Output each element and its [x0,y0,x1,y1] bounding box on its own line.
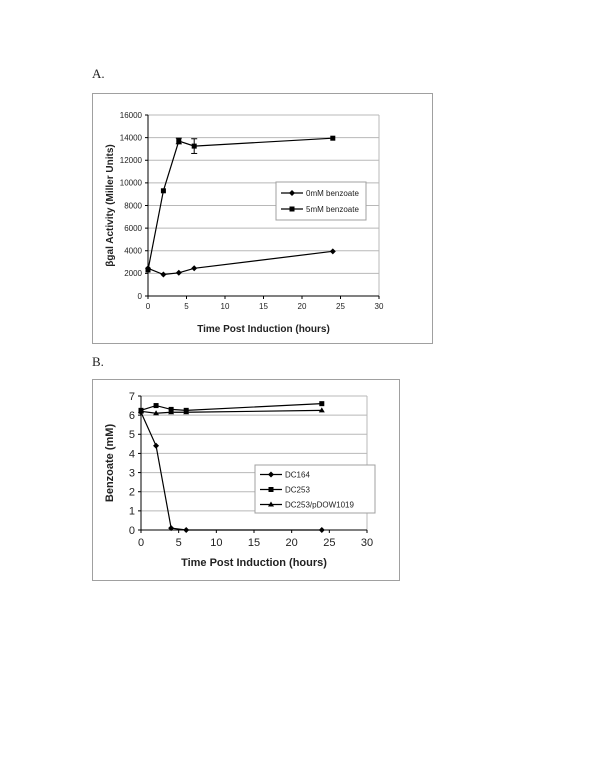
x-tick-label: 25 [323,537,335,549]
diamond-marker [318,527,325,533]
diamond-marker [191,265,198,272]
series-line [147,250,333,276]
y-tick-label: 4 [129,448,135,460]
square-marker [153,403,159,409]
y-tick-label: 10000 [120,179,143,188]
legend-label: DC253/pDOW1019 [285,500,354,509]
square-marker [330,135,336,141]
triangle-marker [318,407,325,413]
diamond-marker [175,269,182,276]
y-tick-label: 2000 [124,269,142,278]
y-tick-label: 0 [138,292,143,301]
x-tick-label: 30 [375,302,384,311]
square-marker [268,487,274,492]
x-tick-label: 25 [336,302,345,311]
square-marker [176,138,182,144]
diamond-marker [168,525,175,532]
x-tick-label: 0 [138,537,144,549]
y-tick-label: 1 [129,506,135,518]
y-tick-label: 12000 [120,156,143,165]
chart-a-frame: 0 2000 4000 6000 8000 10000 12000 14000 16000 0 5 1… [92,93,433,344]
y-tick-label: 16000 [120,111,143,120]
x-tick-label: 30 [361,537,373,549]
square-marker [160,188,166,194]
x-tick-label: 5 [184,302,189,311]
legend-box [275,181,367,221]
x-tick-label: 5 [176,537,182,549]
y-tick-label: 3 [129,467,135,479]
x-axis-title: Time Post Induction (hours) [181,557,327,569]
triangle-marker [168,409,175,415]
y-tick-label: 5 [129,429,135,441]
triangle-marker [153,410,160,416]
panel-label-b: B. [92,354,104,369]
square-marker [191,143,197,149]
diamond-marker [183,527,190,533]
triangle-marker [138,408,144,414]
square-marker [145,267,151,273]
square-marker [289,206,295,212]
chart-b-frame: 0 1 2 3 4 5 6 7 0 5 10 15 20 25 30 Time Post Induction … [92,379,400,581]
legend-label: 5mM benzoate [306,205,359,214]
x-tick-label: 15 [259,302,268,311]
diamond-marker [160,271,167,278]
series-line [140,409,322,414]
x-tick-label: 20 [286,537,298,549]
y-tick-label: 7 [129,391,135,403]
x-tick-label: 0 [146,302,151,311]
diamond-marker [268,471,274,478]
series-dc253-pdow1019 [138,407,325,416]
square-marker [319,401,325,407]
legend-label: DC253 [285,485,310,494]
y-tick-label: 2 [129,487,135,499]
triangle-marker [183,409,190,415]
diamond-marker [153,442,160,449]
series-line [140,403,322,411]
x-tick-label: 15 [248,537,260,549]
panel-label-a: A. [92,66,105,81]
x-axis-title: Time Post Induction (hours) [197,324,330,335]
y-tick-label: 6 [129,410,135,422]
triangle-marker [268,501,274,507]
x-tick-label: 10 [210,537,222,549]
chart-b: 0 1 2 3 4 5 6 7 0 5 10 15 20 25 30 Time Post Induction … [104,391,376,569]
diamond-marker [289,190,295,196]
x-tick-label: 10 [221,302,230,311]
legend-label: DC164 [285,470,310,479]
y-tick-label: 0 [129,525,135,537]
legend: 0mM benzoate 5mM benzoate [275,181,367,221]
x-tick-label: 20 [298,302,307,311]
legend: DC164 DC253 DC253/pDOW1019 [254,464,376,514]
chart-a: 0 2000 4000 6000 8000 10000 12000 14000 16000 0 5 1… [105,111,384,335]
legend-label: 0mM benzoate [306,189,359,198]
series-dc164 [138,409,325,533]
y-tick-label: 4000 [124,247,142,256]
diamond-marker [329,248,336,255]
y-axis-title: Benzoate (mM) [104,424,116,503]
series-5mm-benzoate [145,135,336,273]
y-axis-title: βgal Activity (Miller Units) [105,144,116,266]
y-tick-label: 6000 [124,224,142,233]
y-tick-label: 8000 [124,201,142,210]
y-tick-label: 14000 [120,133,143,142]
